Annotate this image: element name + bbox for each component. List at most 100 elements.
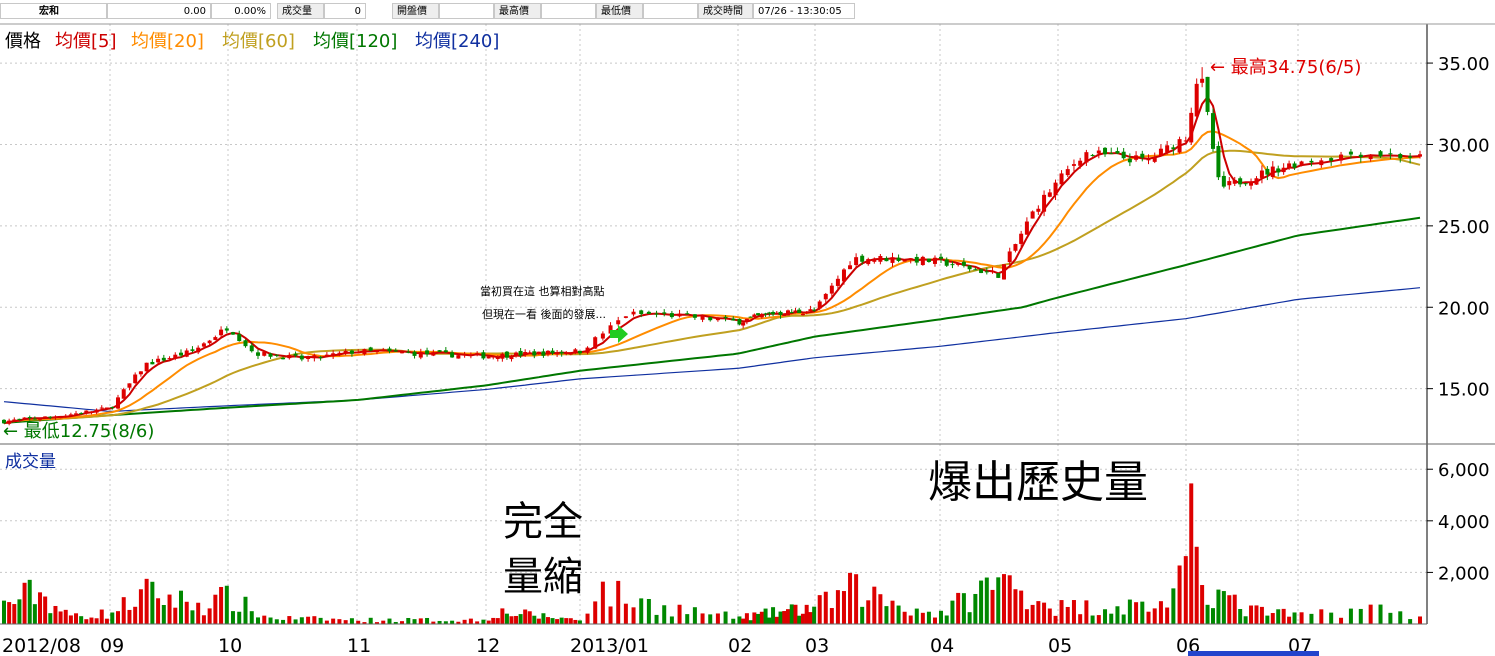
volume-bar: [1053, 615, 1058, 624]
candle-down: [481, 352, 486, 359]
candle-down: [504, 351, 509, 358]
candle-up: [1019, 233, 1024, 244]
candle-down: [1103, 147, 1108, 155]
volume-bar: [890, 600, 895, 624]
volume-bar: [161, 604, 166, 624]
volume-label: 成交量: [277, 3, 324, 19]
volume-bar: [878, 594, 883, 624]
candle-down: [1090, 154, 1095, 156]
candle-down: [249, 345, 254, 352]
candle-up: [808, 309, 813, 312]
candle-up: [872, 259, 877, 262]
candle-down: [756, 313, 761, 316]
legend-ma5: 均價[5]: [55, 31, 117, 52]
candle-up: [744, 318, 749, 322]
volume-bar: [331, 618, 336, 624]
volume-bar: [996, 577, 1001, 624]
volume-bar: [38, 592, 43, 624]
volume-bar: [1408, 619, 1413, 624]
month-label: 07: [1288, 635, 1312, 656]
volume-bar: [462, 619, 467, 624]
volume-bar: [944, 615, 949, 624]
volume-bar: [144, 578, 149, 624]
candle-down: [771, 312, 776, 315]
volume-bar: [914, 608, 919, 624]
candle-up: [514, 352, 519, 357]
candle-down: [243, 340, 248, 347]
candle-up: [1053, 182, 1058, 196]
candle-up: [573, 349, 578, 353]
volume-bar: [685, 614, 690, 624]
volume-bar: [184, 601, 189, 624]
volume-bar: [387, 618, 392, 624]
candle-up: [1007, 251, 1012, 263]
time-label: 成交時間: [698, 3, 753, 19]
candle-down: [812, 309, 817, 311]
note-line-1: 當初買在這 也算相對高點: [480, 284, 605, 298]
candle-up: [585, 347, 590, 353]
candle-down: [789, 312, 794, 314]
volume-bar: [393, 621, 398, 624]
scroll-thumb[interactable]: [1188, 651, 1319, 656]
volume-bars: [2, 483, 1422, 624]
volume-bar: [256, 617, 261, 624]
volume-bar: [723, 611, 728, 624]
ma60-line: [3, 149, 1421, 425]
candle-down: [190, 349, 195, 351]
volume-panel-title: 成交量: [5, 452, 56, 472]
volume-bar: [68, 615, 73, 624]
legend-ma120: 均價[120]: [313, 31, 397, 52]
candle-down: [731, 318, 736, 321]
month-label: 2012/08: [2, 635, 81, 656]
volume-bar: [817, 595, 822, 624]
time-value: 07/26 - 13:30:05: [753, 3, 855, 19]
candle-down: [268, 353, 273, 357]
candle-up: [1254, 178, 1259, 185]
candle-down: [1292, 163, 1297, 168]
volume-bar: [500, 608, 505, 624]
volume-bar: [559, 617, 564, 624]
candle-down: [443, 350, 448, 353]
volume-bar: [400, 621, 405, 624]
burst-label: 爆出歷史量: [928, 457, 1148, 508]
candle-down: [639, 310, 644, 315]
month-label: 04: [930, 635, 954, 656]
volume-bar: [374, 622, 379, 624]
volume-bar: [22, 582, 27, 624]
volume-bar: [1319, 609, 1324, 624]
candle-up: [22, 417, 27, 419]
volume-bar: [1171, 588, 1176, 624]
last-price: 0.00: [107, 3, 211, 19]
candle-up: [356, 352, 361, 354]
volume-bar: [1078, 614, 1083, 624]
candle-down: [1348, 151, 1353, 155]
volume-bar: [1418, 616, 1422, 624]
candle-up: [1065, 169, 1070, 176]
volume-bar: [312, 616, 317, 624]
volume-bar: [1210, 608, 1215, 624]
volume-bar: [744, 613, 749, 624]
volume-bar: [1059, 600, 1064, 624]
volume-bar: [2, 600, 6, 624]
candle-up: [1183, 140, 1188, 142]
candle-up: [1249, 181, 1254, 186]
volume-bar: [1103, 609, 1108, 624]
volume-bar: [293, 619, 298, 624]
candle-up: [593, 337, 598, 349]
candle-up: [623, 316, 628, 318]
candle-down: [393, 350, 398, 352]
volume-bar: [1090, 615, 1095, 624]
candle-down: [967, 265, 972, 270]
volume-bar: [509, 616, 514, 624]
low-value: [643, 3, 698, 19]
candle-up: [616, 320, 621, 325]
month-label: 03: [805, 635, 829, 656]
volume-bar: [731, 618, 736, 624]
month-label: 02: [728, 635, 752, 656]
volume-bar: [99, 609, 104, 624]
volume-bar: [1134, 602, 1139, 624]
volume-bar: [1146, 611, 1151, 624]
candle-down: [708, 317, 713, 321]
candle-down: [387, 348, 392, 352]
volume-bar: [1388, 612, 1393, 624]
